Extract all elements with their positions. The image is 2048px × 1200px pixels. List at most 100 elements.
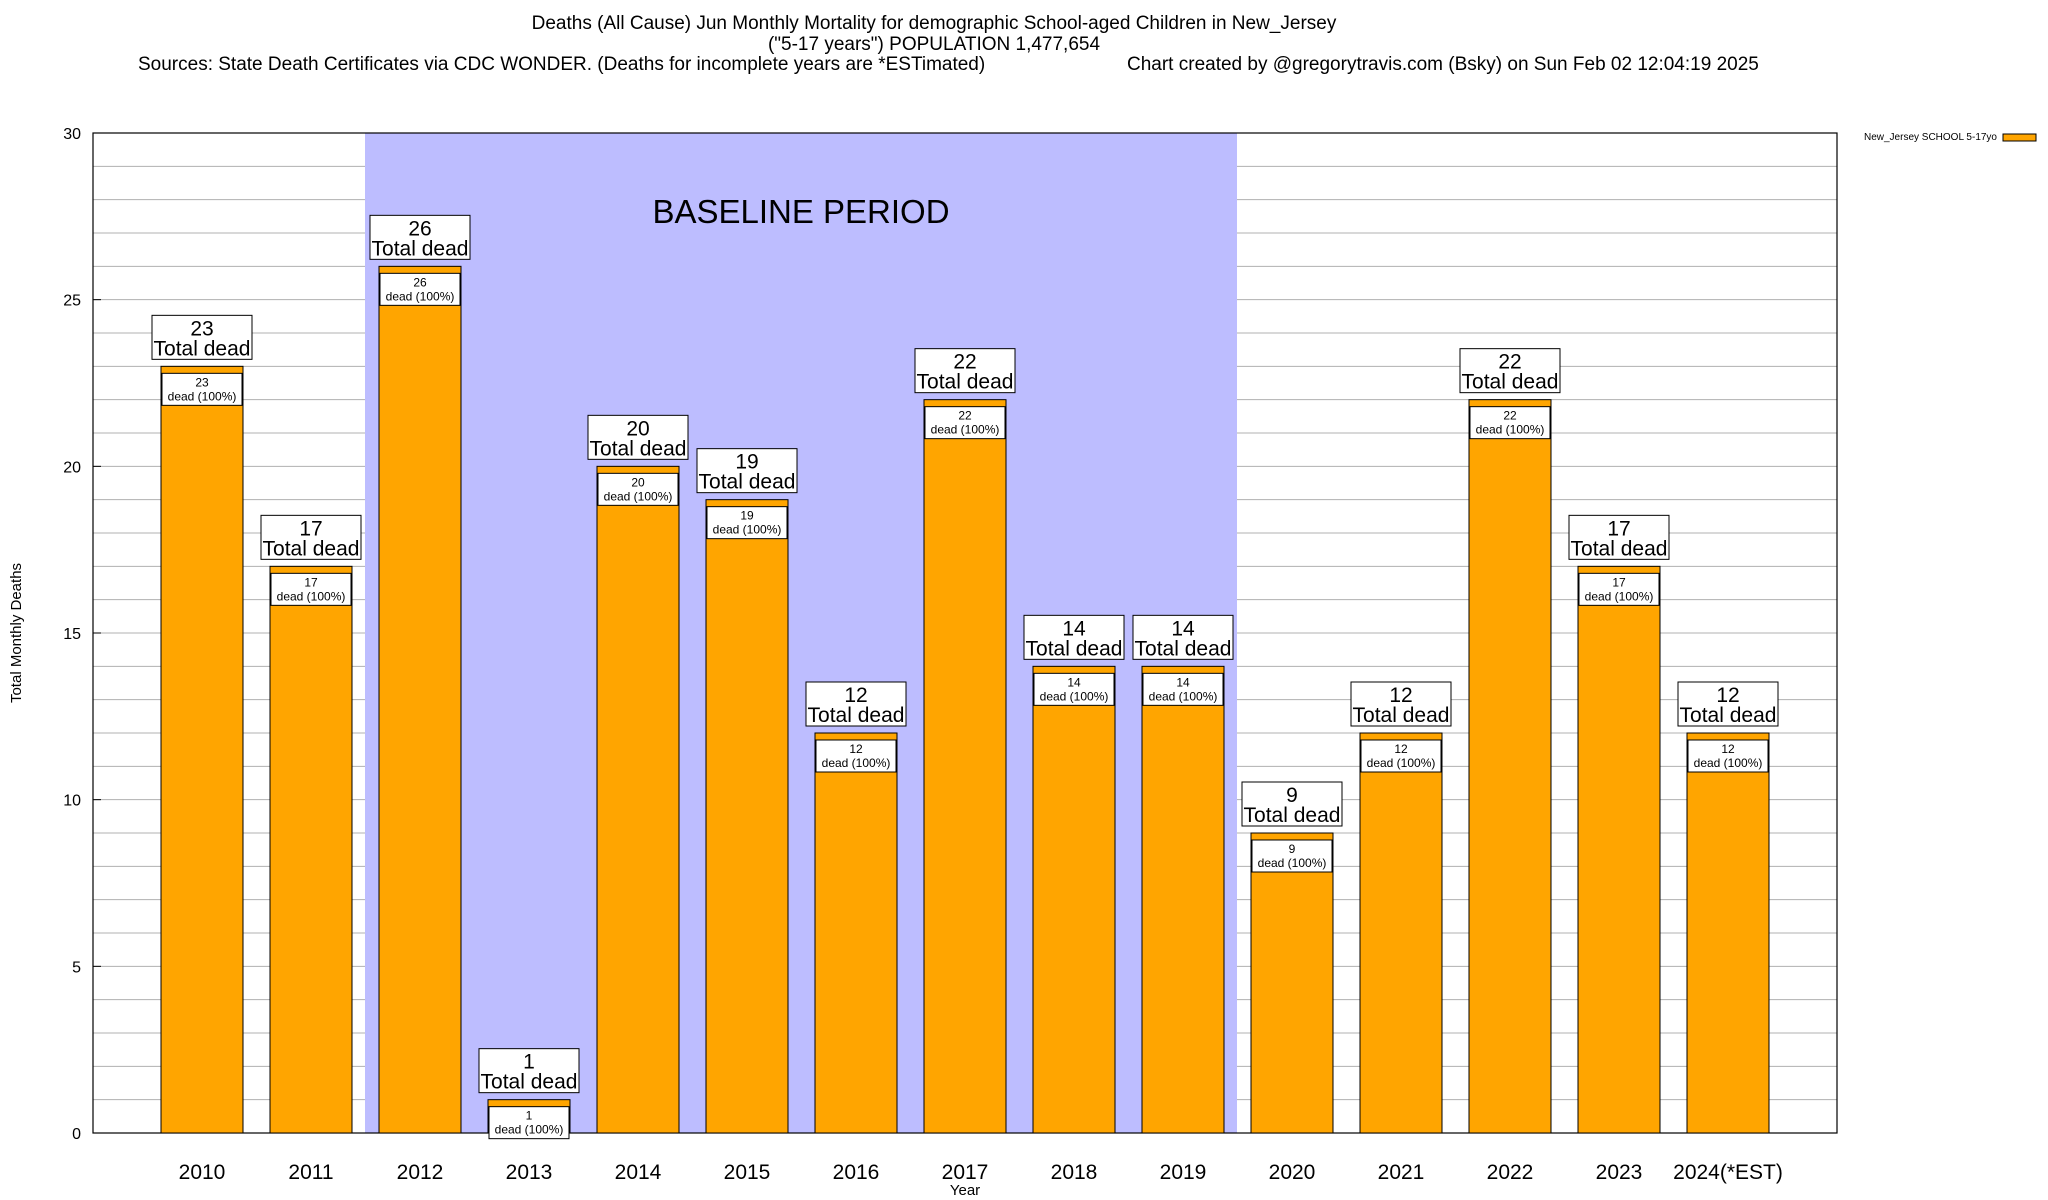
bar-inner-label-box xyxy=(1360,739,1442,773)
bar-inner-suffix: dead (100%) xyxy=(1258,856,1327,870)
bar-total-value: 12 xyxy=(1716,684,1739,707)
bar-total-label-box xyxy=(1241,781,1343,827)
x-tick-label: 2013 xyxy=(506,1161,553,1184)
y-tick-label: 25 xyxy=(63,293,81,310)
bar-inner-suffix: dead (100%) xyxy=(1040,689,1109,703)
bar-total-suffix: Total dead xyxy=(1244,804,1341,827)
bar-total-suffix: Total dead xyxy=(699,471,796,494)
bar-inner-suffix: dead (100%) xyxy=(1149,689,1218,703)
bar-inner-label-box xyxy=(815,739,897,773)
bar xyxy=(1250,832,1334,1134)
bar-total-value: 17 xyxy=(1607,517,1630,540)
bar xyxy=(705,499,789,1134)
bar-total-suffix: Total dead xyxy=(1462,371,1559,394)
bar-total-value: 22 xyxy=(1498,351,1521,374)
bar-total-suffix: Total dead xyxy=(917,371,1014,394)
bar-inner-suffix: dead (100%) xyxy=(822,756,891,770)
bar-total-suffix: Total dead xyxy=(1135,637,1232,660)
y-axis-label: Total Monthly Deaths xyxy=(8,563,25,703)
y-tick-label: 10 xyxy=(63,793,81,810)
x-tick-label: 2014 xyxy=(615,1161,662,1184)
bar-total-suffix: Total dead xyxy=(1680,704,1777,727)
bar xyxy=(1686,732,1770,1134)
bar-inner-suffix: dead (100%) xyxy=(277,589,346,603)
bar-total-value: 19 xyxy=(735,451,758,474)
chart-header: Deaths (All Cause) Jun Monthly Mortality… xyxy=(0,0,2048,90)
bar-total-value: 20 xyxy=(626,417,649,440)
x-tick-label: 2024(*EST) xyxy=(1673,1161,1783,1184)
baseline-period-label: BASELINE PERIOD xyxy=(652,193,949,230)
y-tick-label: 20 xyxy=(63,459,81,476)
bar-inner-value: 17 xyxy=(1612,575,1626,589)
bar-inner-value: 26 xyxy=(413,275,427,289)
bar xyxy=(814,732,898,1134)
x-tick-label: 2010 xyxy=(179,1161,226,1184)
bar-total-value: 23 xyxy=(190,317,213,340)
bar-inner-label-box xyxy=(1251,839,1333,873)
chart-credit: Chart created by @gregorytravis.com (Bsk… xyxy=(1127,54,1759,75)
bar-total-label-box xyxy=(1350,681,1452,727)
bar-inner-suffix: dead (100%) xyxy=(495,1123,564,1137)
bar-total-suffix: Total dead xyxy=(263,537,360,560)
bar-inner-value: 12 xyxy=(1721,742,1735,756)
bar-inner-suffix: dead (100%) xyxy=(1367,756,1436,770)
bar-inner-label-box xyxy=(597,472,679,506)
bar-total-suffix: Total dead xyxy=(372,237,469,260)
bar-inner-label-box xyxy=(1469,406,1551,440)
bar-total-suffix: Total dead xyxy=(1353,704,1450,727)
x-tick-label: 2012 xyxy=(397,1161,444,1184)
bar-inner-value: 20 xyxy=(631,475,645,489)
bar-total-suffix: Total dead xyxy=(590,437,687,460)
bar-inner-value: 17 xyxy=(304,575,318,589)
bar-inner-suffix: dead (100%) xyxy=(1585,589,1654,603)
bar-total-value: 1 xyxy=(523,1051,535,1074)
bar-inner-value: 19 xyxy=(740,509,754,523)
bar-total-label-box xyxy=(369,214,471,260)
bar xyxy=(1032,665,1116,1134)
bar-total-label-box xyxy=(1132,614,1234,660)
bar-inner-suffix: dead (100%) xyxy=(713,523,782,537)
bar-inner-suffix: dead (100%) xyxy=(1476,423,1545,437)
x-tick-label: 2015 xyxy=(724,1161,771,1184)
bar-inner-label-box xyxy=(379,272,461,306)
y-tick-label: 30 xyxy=(63,126,81,143)
bar-inner-suffix: dead (100%) xyxy=(386,289,455,303)
bar-inner-value: 1 xyxy=(526,1109,533,1123)
bar-total-label-box xyxy=(587,414,689,460)
bar xyxy=(1141,665,1225,1134)
bar-inner-label-box xyxy=(706,506,788,540)
bar-total-value: 22 xyxy=(953,351,976,374)
bar xyxy=(1577,565,1661,1134)
bar-inner-value: 9 xyxy=(1289,842,1296,856)
bar-total-value: 17 xyxy=(299,517,322,540)
bar-inner-label-box xyxy=(270,572,352,606)
bar-total-suffix: Total dead xyxy=(808,704,905,727)
bar-total-label-box xyxy=(1677,681,1779,727)
bar-inner-value: 12 xyxy=(1394,742,1408,756)
x-tick-label: 2019 xyxy=(1160,1161,1207,1184)
bar-inner-suffix: dead (100%) xyxy=(1694,756,1763,770)
x-tick-label: 2018 xyxy=(1051,1161,1098,1184)
legend-swatch xyxy=(2002,133,2037,142)
bar-total-label-box xyxy=(1023,614,1125,660)
bar-total-value: 14 xyxy=(1062,617,1086,640)
bar xyxy=(1468,399,1552,1134)
bar-inner-label-box xyxy=(1033,672,1115,706)
bar-inner-value: 14 xyxy=(1067,675,1081,689)
bar-inner-value: 12 xyxy=(849,742,863,756)
bar-inner-suffix: dead (100%) xyxy=(931,423,1000,437)
x-tick-label: 2016 xyxy=(833,1161,880,1184)
bar-total-suffix: Total dead xyxy=(481,1071,578,1094)
bar-total-value: 9 xyxy=(1286,784,1298,807)
bar xyxy=(269,565,353,1134)
x-tick-label: 2020 xyxy=(1269,1161,1316,1184)
bar-total-value: 26 xyxy=(408,217,431,240)
x-tick-label: 2022 xyxy=(1487,1161,1534,1184)
bar xyxy=(923,399,1007,1134)
bar-total-label-box xyxy=(1459,348,1561,394)
bar-inner-label-box xyxy=(1687,739,1769,773)
bar-total-label-box xyxy=(260,514,362,560)
bar-total-label-box xyxy=(696,448,798,494)
bar-inner-suffix: dead (100%) xyxy=(168,389,237,403)
